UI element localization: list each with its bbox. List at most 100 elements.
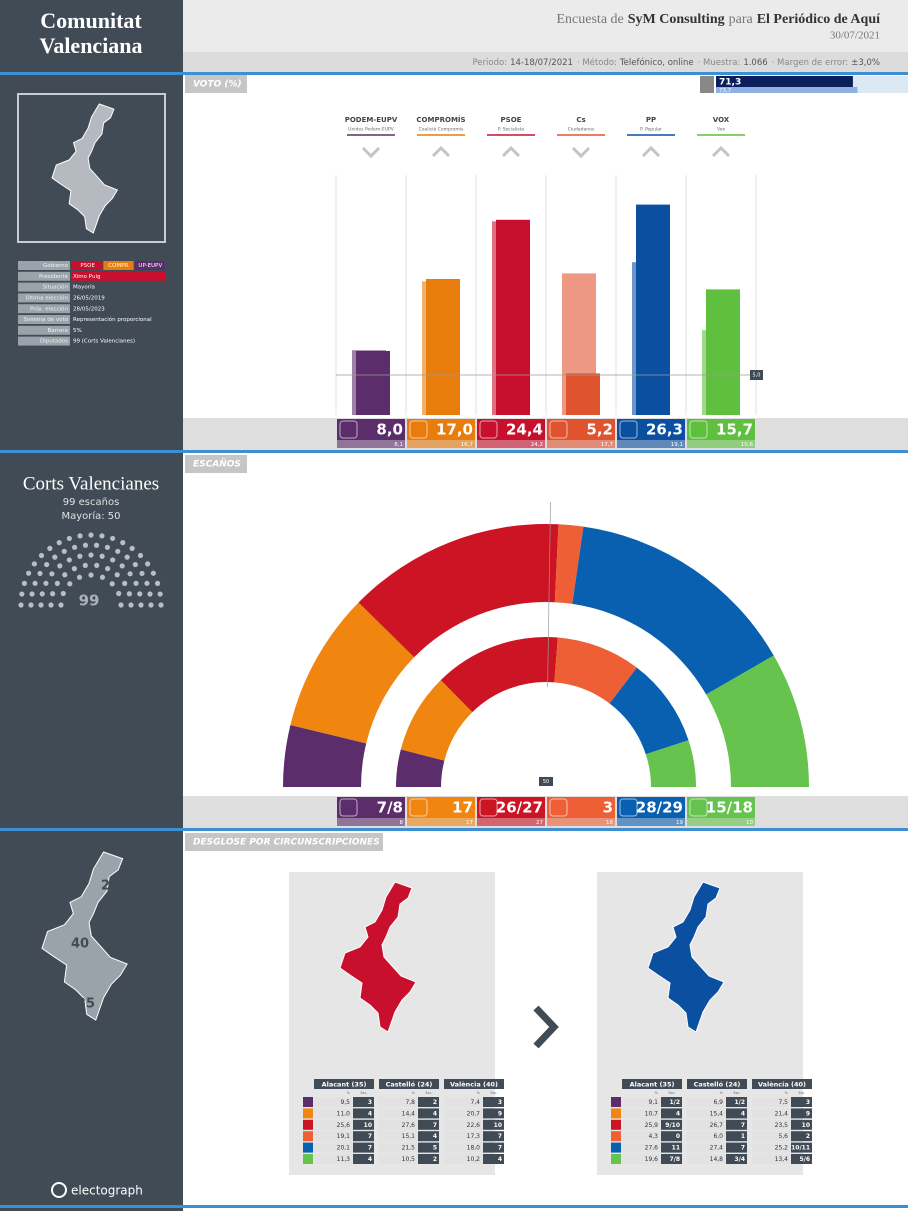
- table-pct: 19,1: [337, 1133, 351, 1140]
- seat-dot: [38, 602, 44, 608]
- detail-label: · Método:: [577, 57, 617, 68]
- seat-dot: [148, 602, 154, 608]
- table-seats: 4: [676, 1110, 680, 1117]
- previous-seats: 17: [466, 820, 473, 826]
- seat-dot: [110, 535, 116, 542]
- seat-cell: [418, 1154, 439, 1164]
- brand-icon: [51, 1182, 67, 1198]
- table-header-bg: [622, 1079, 682, 1089]
- value-box: [687, 419, 755, 440]
- header-bg: [183, 0, 908, 52]
- party-logo: [549, 798, 568, 817]
- map-frame: [17, 93, 166, 243]
- table-seats: 3/4: [734, 1156, 745, 1163]
- table-pct: 17,3: [467, 1133, 481, 1140]
- detail-value: Telefónico, online: [619, 57, 694, 68]
- seat-dot: [157, 591, 163, 597]
- table-seats: 11: [672, 1145, 680, 1152]
- table-header: València (40): [450, 1081, 498, 1089]
- seat-dot: [122, 580, 128, 586]
- previous-box: [547, 440, 615, 448]
- party-subtitle: P. Popular: [640, 127, 662, 133]
- pct-cell: [687, 1097, 725, 1107]
- pct-cell: [622, 1119, 660, 1130]
- previous-box: [617, 440, 685, 448]
- detail-value: 1.066: [743, 58, 767, 68]
- table-seats: 3: [368, 1099, 372, 1106]
- info-value: COMPR.: [108, 263, 130, 269]
- pct-cell: [314, 1097, 352, 1107]
- table-pct: 7,4: [470, 1099, 480, 1106]
- table-seats: 7/8: [669, 1156, 680, 1163]
- table-seats: 1/2: [734, 1099, 745, 1106]
- seat-cell: [483, 1097, 504, 1107]
- party-name: VOX: [713, 116, 730, 124]
- table-seats: 7: [368, 1145, 372, 1152]
- party-icon: [611, 1097, 621, 1107]
- seat-cell: [353, 1108, 374, 1119]
- threshold-label: 5,0: [753, 373, 761, 379]
- party-icon: [303, 1131, 313, 1142]
- seat-dot: [127, 571, 133, 577]
- seat-dot: [99, 553, 105, 559]
- heading-text: Encuesta de: [557, 12, 624, 27]
- table-pct: 22,6: [467, 1122, 481, 1129]
- seat-dot: [99, 533, 105, 539]
- seat-dot: [49, 571, 55, 577]
- info-label-bg: [18, 282, 70, 292]
- detail-label: Periodo:: [472, 58, 507, 68]
- table-seats: 7: [741, 1122, 745, 1129]
- majority-label: 50: [543, 779, 549, 785]
- table-header-bg: [314, 1079, 374, 1089]
- value-box: [547, 419, 615, 440]
- previous-box: [687, 818, 755, 826]
- seat-dot: [114, 572, 120, 578]
- divider: [0, 72, 908, 75]
- info-label: Última elección: [26, 295, 69, 302]
- pct-cell: [622, 1142, 660, 1153]
- arrow-icon: [533, 1005, 559, 1049]
- seat-dot: [71, 566, 77, 572]
- table-seats: 3: [498, 1099, 502, 1106]
- previous-seat-arc: [396, 749, 445, 787]
- table-subheader: %: [477, 1091, 481, 1095]
- info-value-bg: [72, 271, 165, 281]
- info-label: Presidente: [39, 274, 69, 280]
- value-label: 5,2: [586, 421, 613, 439]
- table-seats: 2: [806, 1133, 810, 1140]
- seat-dot: [61, 548, 67, 554]
- seat-cell: [353, 1119, 374, 1130]
- party-logo: [689, 420, 708, 439]
- seat-dot: [104, 544, 111, 550]
- info-label: Próx. elección: [30, 305, 69, 312]
- pct-cell: [622, 1108, 660, 1119]
- majority-text: Mayoría: 50: [61, 510, 120, 522]
- region-title: Valenciana: [39, 33, 142, 58]
- info-label: Gobierno: [43, 263, 69, 269]
- seat-dot: [109, 581, 115, 587]
- party-name: Cs: [576, 116, 585, 124]
- table-seats: 7: [498, 1145, 502, 1152]
- party-subtitle: Unides Podem-EUPV: [348, 127, 395, 133]
- seat-label: 7/8: [377, 799, 403, 817]
- previous-box: [407, 818, 475, 826]
- table-seats: 7: [741, 1145, 745, 1152]
- previous-box: [547, 818, 615, 826]
- seat-dot: [60, 590, 66, 597]
- detail-value: ±3,0%: [851, 58, 880, 68]
- party-icon: [611, 1131, 621, 1142]
- seat-cell: [726, 1154, 747, 1164]
- value-box: [337, 419, 405, 440]
- pct-cell: [622, 1097, 660, 1107]
- seat-dot: [110, 557, 116, 563]
- table-header: Alacant (35): [322, 1081, 367, 1089]
- pct-cell: [314, 1154, 352, 1164]
- trend-arrow: [711, 145, 731, 158]
- seats-text: 99 escaños: [63, 497, 120, 508]
- trend-arrow: [641, 145, 661, 158]
- pct-cell: [444, 1097, 482, 1107]
- previous-box: [477, 440, 545, 448]
- table-pct: 15,4: [710, 1110, 724, 1117]
- turnout-bar: [716, 76, 853, 87]
